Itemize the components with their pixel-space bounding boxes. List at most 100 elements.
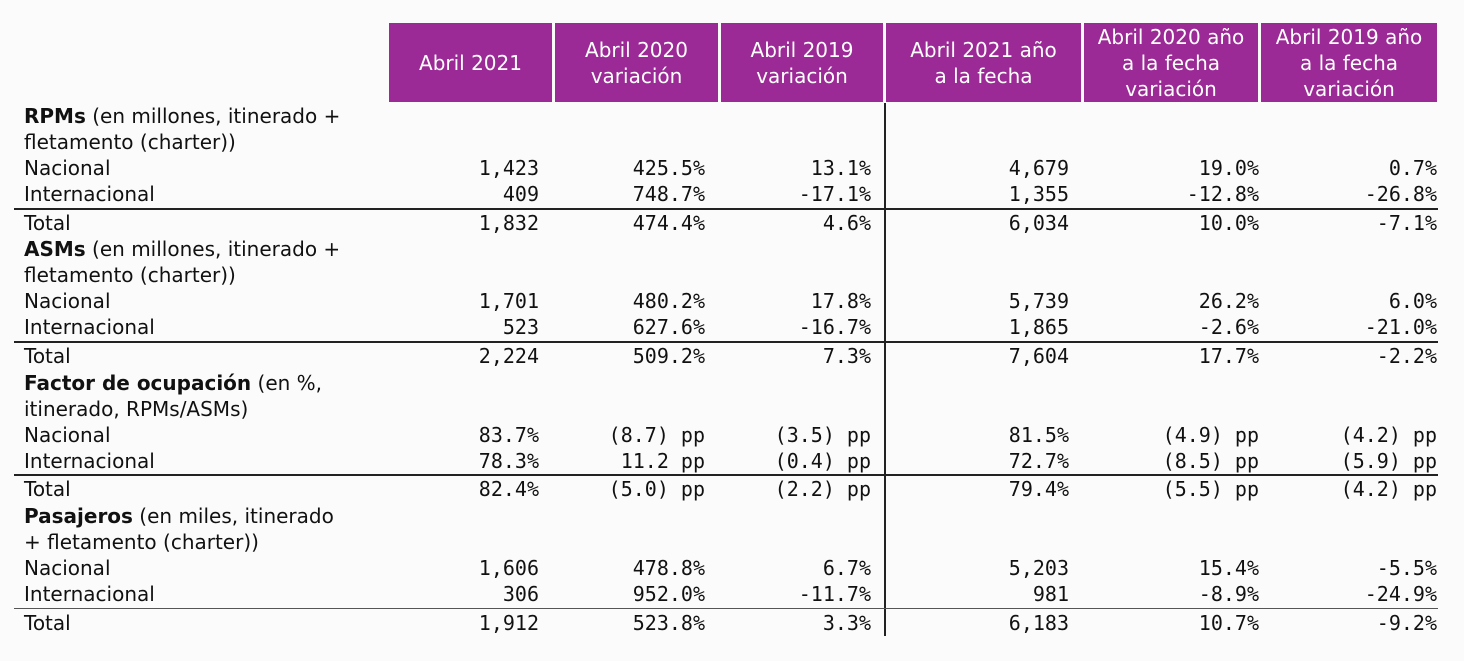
table-cell: -12.8% [1186,182,1259,206]
header-abril-2020-variacion: Abril 2020 variación [555,23,718,102]
section-title-rpms: RPMs (en millones, itinerado + [24,104,341,128]
table-cell: (3.5) pp [774,423,871,447]
table-cell: (2.2) pp [774,477,871,501]
table-cell: 1,423 [478,156,539,180]
header-abril-2019-ytd-variacion: Abril 2019 año a la fecha variación [1261,23,1437,102]
row-label: Total [24,211,71,235]
table-cell: 7.3% [822,344,871,368]
table-cell: 15.4% [1198,556,1259,580]
table-cell: -2.6% [1198,315,1259,339]
section-subtitle-asms: fletamento (charter)) [24,263,236,287]
section-title-asms: ASMs (en millones, itinerado + [24,237,341,261]
header-abril-2019-variacion: Abril 2019 variación [721,23,883,102]
table-cell: -17.1% [798,182,871,206]
table-cell: 6.0% [1388,289,1437,313]
table-cell: 5,203 [1008,556,1069,580]
table-cell: 6,034 [1008,211,1069,235]
table-cell: 409 [502,182,539,206]
table-cell: 13.1% [810,156,871,180]
row-label: Total [24,477,71,501]
row-label: Nacional [24,156,111,180]
table-cell: 6,183 [1008,611,1069,635]
table-cell: (8.7) pp [608,423,705,447]
table-cell: 480.2% [632,289,705,313]
table-cell: (4.9) pp [1162,423,1259,447]
table-cell: 1,865 [1008,315,1069,339]
header-abril-2021-ytd: Abril 2021 año a la fecha [886,23,1081,102]
table-cell: -16.7% [798,315,871,339]
table-cell: 509.2% [632,344,705,368]
table-cell: 83.7% [478,423,539,447]
row-label: Total [24,344,71,368]
row-label: Nacional [24,556,111,580]
table-cell: 72.7% [1008,449,1069,473]
table-cell: 26.2% [1198,289,1259,313]
table-cell: 17.8% [810,289,871,313]
table-cell: -7.1% [1376,211,1437,235]
table-cell: 10.7% [1198,611,1259,635]
column-divider [884,103,886,636]
table-cell: 952.0% [632,582,705,606]
table-cell: 17.7% [1198,344,1259,368]
table-cell: 1,355 [1008,182,1069,206]
table-cell: 4.6% [822,211,871,235]
table-cell: 523.8% [632,611,705,635]
section-total-rule [14,474,1438,476]
table-cell: 19.0% [1198,156,1259,180]
table-cell: (8.5) pp [1162,449,1259,473]
table-cell: (5.5) pp [1162,477,1259,501]
header-abril-2020-ytd-variacion: Abril 2020 año a la fecha variación [1084,23,1258,102]
table-cell: 4,679 [1008,156,1069,180]
row-label: Total [24,611,71,635]
table-cell: -5.5% [1376,556,1437,580]
table-cell: 6.7% [822,556,871,580]
table-cell: (0.4) pp [774,449,871,473]
table-cell: 627.6% [632,315,705,339]
section-total-rule [14,341,1438,343]
row-label: Nacional [24,423,111,447]
table-cell: -9.2% [1376,611,1437,635]
table-cell: (5.0) pp [608,477,705,501]
table-cell: (5.9) pp [1340,449,1437,473]
section-subtitle-pasajeros: + fletamento (charter)) [24,530,259,554]
table-cell: -11.7% [798,582,871,606]
table-cell: 1,832 [478,211,539,235]
table-cell: -24.9% [1364,582,1437,606]
row-label: Nacional [24,289,111,313]
table-cell: 81.5% [1008,423,1069,447]
table-cell: 2,224 [478,344,539,368]
row-label: Internacional [24,315,155,339]
table-cell: 10.0% [1198,211,1259,235]
section-title-factor-ocupacion: Factor de ocupación (en %, [24,371,323,395]
table-cell: -2.2% [1376,344,1437,368]
row-label: Internacional [24,182,155,206]
table-cell: 981 [1032,582,1069,606]
section-total-rule [14,208,1438,210]
table-cell: 1,701 [478,289,539,313]
table-cell: 7,604 [1008,344,1069,368]
table-cell: -26.8% [1364,182,1437,206]
table-cell: 5,739 [1008,289,1069,313]
table-cell: 11.2 pp [620,449,705,473]
table-cell: 478.8% [632,556,705,580]
table-cell: 306 [502,582,539,606]
row-label: Internacional [24,449,155,473]
table-cell: (4.2) pp [1340,477,1437,501]
section-subtitle-factor-ocupacion: itinerado, RPMs/ASMs) [24,397,249,421]
table-cell: 0.7% [1388,156,1437,180]
header-abril-2021: Abril 2021 [389,23,552,102]
table-cell: -8.9% [1198,582,1259,606]
table-cell: 1,912 [478,611,539,635]
table-cell: 82.4% [478,477,539,501]
table-cell: 78.3% [478,449,539,473]
table-cell: 3.3% [822,611,871,635]
table-cell: 748.7% [632,182,705,206]
table-cell: 523 [502,315,539,339]
section-title-pasajeros: Pasajeros (en miles, itinerado [24,504,334,528]
table-cell: 79.4% [1008,477,1069,501]
row-label: Internacional [24,582,155,606]
section-total-rule [14,608,1438,609]
section-subtitle-rpms: fletamento (charter)) [24,130,236,154]
table-cell: -21.0% [1364,315,1437,339]
